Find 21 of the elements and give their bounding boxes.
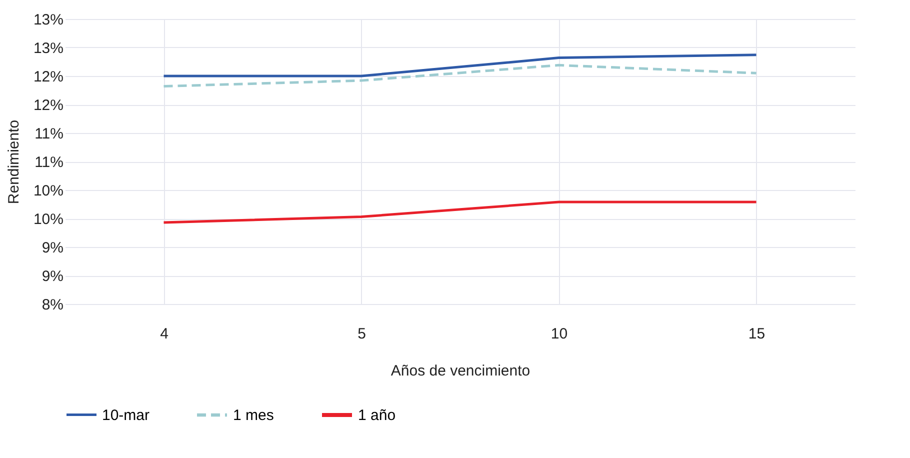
y-tick-label: 10% <box>33 211 64 228</box>
y-tick-label: 11% <box>34 154 64 171</box>
x-tick-label: 15 <box>748 326 766 342</box>
y-axis-title: Rendimiento <box>5 120 22 204</box>
x-axis-title: Años de vencimiento <box>390 362 530 380</box>
x-tick-label: 10 <box>550 326 568 342</box>
legend-label: 1 mes <box>233 407 274 424</box>
y-tick-label: 9% <box>42 240 64 256</box>
x-tick-label: 4 <box>160 326 168 342</box>
y-tick-label: 12% <box>33 97 64 114</box>
line-series <box>162 64 758 88</box>
y-tick-label: 9% <box>42 268 64 285</box>
y-tick-label: 10% <box>33 182 64 200</box>
x-tick-label: 5 <box>358 326 366 342</box>
y-tick-label: 8% <box>42 296 64 314</box>
y-tick-label: 13% <box>33 40 64 57</box>
y-tick-label: 11% <box>34 126 64 142</box>
legend-label: 1 año <box>358 407 396 424</box>
y-tick-label: 13% <box>33 12 64 28</box>
y-tick-label: 12% <box>33 68 64 86</box>
legend-label: 10-mar <box>102 406 150 424</box>
